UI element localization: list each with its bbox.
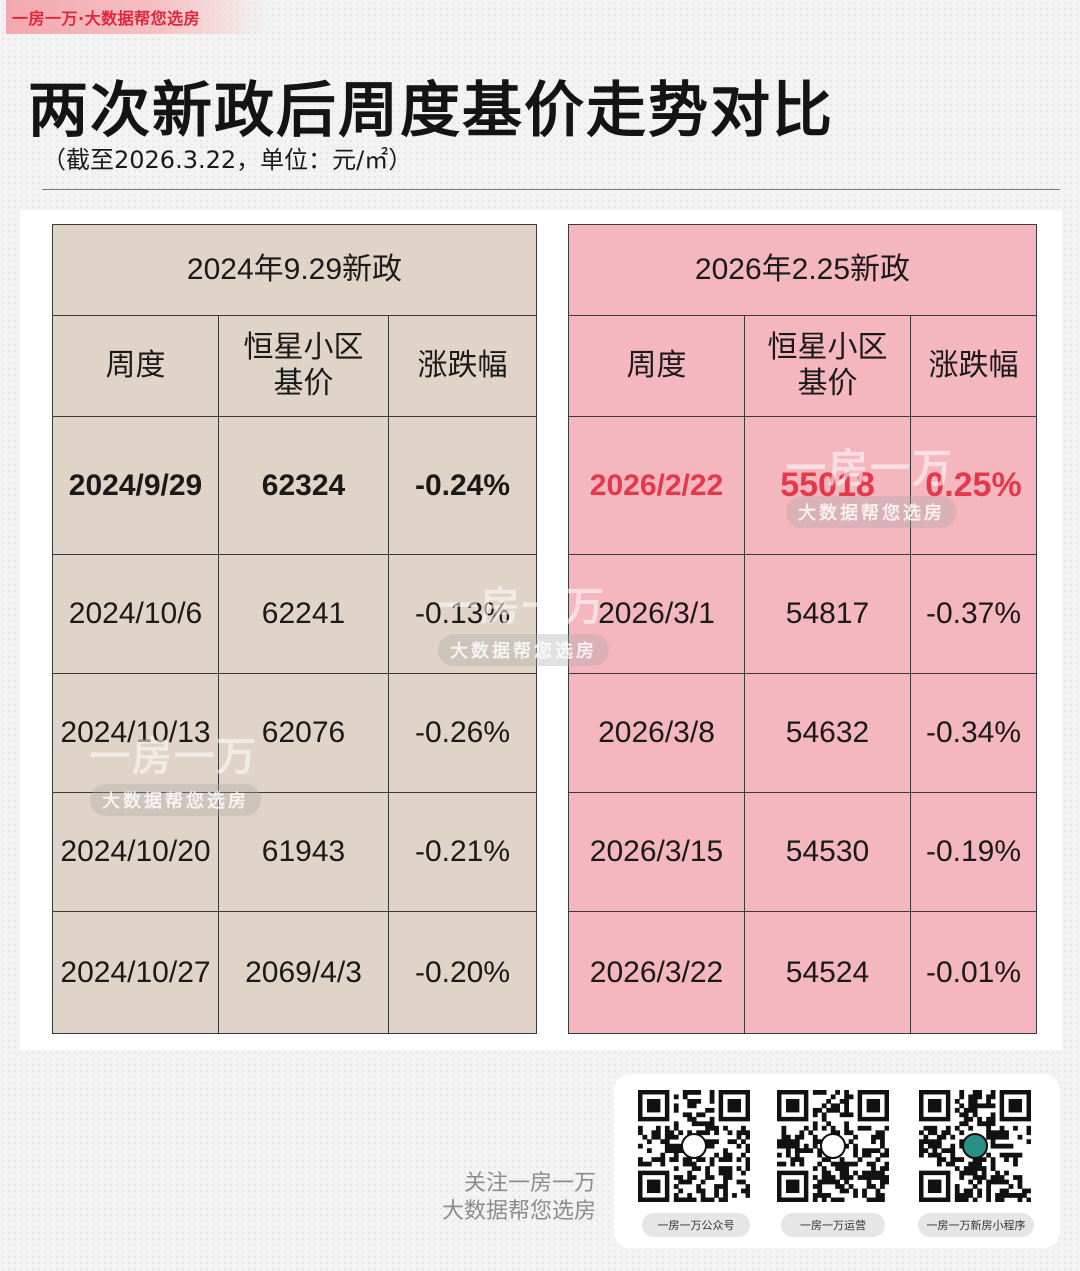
divider bbox=[42, 189, 1060, 190]
page-subtitle: （截至2026.3.22，单位：元/㎡） bbox=[42, 146, 413, 174]
follow-text: 关注一房一万 大数据帮您选房 bbox=[441, 1171, 596, 1224]
table-row: 2024/10/6 62241 -0.13% bbox=[52, 554, 537, 674]
cell-price: 54524 bbox=[744, 911, 911, 1034]
cell-change: -0.34% bbox=[910, 673, 1037, 793]
cell-change: -0.24% bbox=[388, 416, 537, 555]
cell-price: 54632 bbox=[744, 673, 911, 793]
cell-change: -0.19% bbox=[910, 792, 1037, 912]
cell-price: 62324 bbox=[218, 416, 389, 555]
qr-code-operations[interactable] bbox=[777, 1090, 890, 1203]
qr-code-official-account[interactable] bbox=[638, 1090, 751, 1203]
table-row: 2026/2/22 55018 0.25% bbox=[568, 416, 1037, 555]
cell-week: 2024/10/27 bbox=[52, 911, 219, 1034]
cell-week: 2024/10/6 bbox=[52, 554, 219, 674]
cell-week: 2024/10/13 bbox=[52, 673, 219, 793]
column-header-week: 周度 bbox=[52, 315, 219, 417]
table-row: 2024/10/20 61943 -0.21% bbox=[52, 792, 537, 912]
column-header-price: 恒星小区基价 bbox=[744, 315, 911, 417]
qr-label-mini-program: 一房一万新房小程序 bbox=[918, 1213, 1034, 1237]
cell-change: -0.13% bbox=[388, 554, 537, 674]
table-row: 2024/10/27 2069/4/3 -0.20% bbox=[52, 911, 537, 1034]
table-row: 2026/3/8 54632 -0.34% bbox=[568, 673, 1037, 793]
qr-label-operations: 一房一万运营 bbox=[781, 1213, 885, 1237]
column-header-change: 涨跌幅 bbox=[388, 315, 537, 417]
brand-tag: 一房一万·大数据帮您选房 bbox=[6, 0, 266, 34]
cell-week: 2026/3/15 bbox=[568, 792, 745, 912]
table-title: 2026年2.25新政 bbox=[568, 224, 1037, 316]
cell-price: 55018 bbox=[744, 416, 911, 555]
column-header-change: 涨跌幅 bbox=[910, 315, 1037, 417]
table-row: 2026/3/1 54817 -0.37% bbox=[568, 554, 1037, 674]
qr-label-official-account: 一房一万公众号 bbox=[642, 1213, 750, 1237]
cell-price: 54817 bbox=[744, 554, 911, 674]
cell-week: 2026/2/22 bbox=[568, 416, 745, 555]
page-title: 两次新政后周度基价走势对比 bbox=[28, 76, 834, 146]
cell-week: 2026/3/1 bbox=[568, 554, 745, 674]
cell-change: -0.20% bbox=[388, 911, 537, 1034]
cell-week: 2026/3/22 bbox=[568, 911, 745, 1034]
cell-change: -0.26% bbox=[388, 673, 537, 793]
cell-change: 0.25% bbox=[910, 416, 1037, 555]
table-title: 2024年9.29新政 bbox=[52, 224, 537, 316]
table-row: 2026/3/22 54524 -0.01% bbox=[568, 911, 1037, 1034]
wechat-icon bbox=[820, 1133, 846, 1159]
table-row: 2024/10/13 62076 -0.26% bbox=[52, 673, 537, 793]
policy-2026-table: 2026年2.25新政 周度 恒星小区基价 涨跌幅 2026/2/22 5501… bbox=[568, 224, 1037, 1034]
cell-price: 54530 bbox=[744, 792, 911, 912]
cell-week: 2026/3/8 bbox=[568, 673, 745, 793]
qr-code-mini-program[interactable] bbox=[919, 1090, 1032, 1203]
table-row: 2024/9/29 62324 -0.24% bbox=[52, 416, 537, 555]
cell-week: 2024/10/20 bbox=[52, 792, 219, 912]
logo-icon bbox=[962, 1133, 988, 1159]
cell-change: -0.01% bbox=[910, 911, 1037, 1034]
column-header-week: 周度 bbox=[568, 315, 745, 417]
column-header-price: 恒星小区基价 bbox=[218, 315, 389, 417]
cell-week: 2024/9/29 bbox=[52, 416, 219, 555]
logo-icon bbox=[681, 1133, 707, 1159]
table-row: 2026/3/15 54530 -0.19% bbox=[568, 792, 1037, 912]
cell-price: 62076 bbox=[218, 673, 389, 793]
cell-change: -0.37% bbox=[910, 554, 1037, 674]
policy-2024-table: 2024年9.29新政 周度 恒星小区基价 涨跌幅 2024/9/29 6232… bbox=[52, 224, 537, 1034]
cell-price: 61943 bbox=[218, 792, 389, 912]
cell-price: 62241 bbox=[218, 554, 389, 674]
cell-price: 2069/4/3 bbox=[218, 911, 389, 1034]
cell-change: -0.21% bbox=[388, 792, 537, 912]
